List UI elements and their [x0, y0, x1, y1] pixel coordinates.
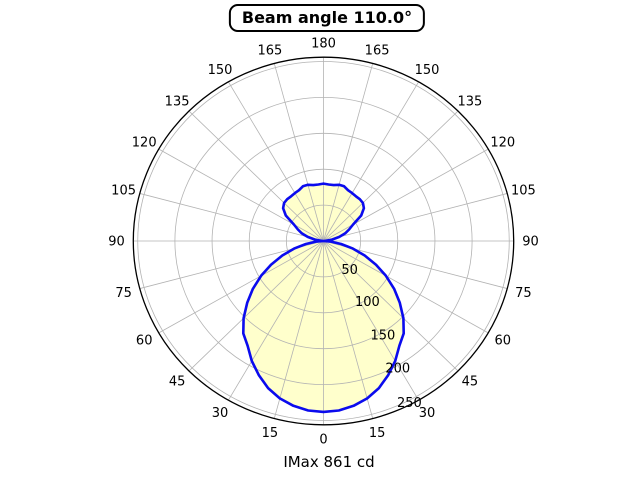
radial-tick-label: 150	[370, 328, 395, 343]
angle-tick-label: 105	[111, 183, 136, 198]
angle-tick-label: 75	[115, 286, 132, 301]
angle-tick-label: 75	[515, 286, 532, 301]
angle-tick-label: 150	[415, 63, 440, 78]
angle-tick-label: 120	[132, 136, 157, 151]
radial-tick-labels: 50 100 150 200 250	[341, 263, 421, 411]
chart-title: Beam angle 110.0°	[228, 4, 426, 32]
angle-tick-label: 135	[457, 95, 482, 110]
angle-tick-labels: 0 15 15 30 30 45 45 60 60 75 75 90 90 105 105 120 120 135…	[108, 37, 539, 448]
angle-tick-label: 165	[257, 43, 282, 58]
angle-tick-label: 120	[490, 136, 515, 151]
angle-tick-label: 30	[419, 406, 436, 421]
angle-tick-label: 90	[108, 235, 125, 250]
angle-tick-label: 135	[165, 95, 190, 110]
angle-tick-label: 60	[495, 334, 512, 349]
angle-tick-label: 150	[208, 63, 233, 78]
angle-tick-label: 105	[511, 183, 536, 198]
angle-tick-label: 15	[369, 426, 386, 441]
radial-tick-label: 250	[397, 396, 422, 411]
angle-tick-label: 180	[311, 37, 336, 52]
angle-tick-label: 45	[462, 375, 479, 390]
radial-tick-label: 100	[355, 295, 380, 310]
imax-label: IMax 861 cd	[283, 453, 375, 471]
angle-tick-label: 45	[169, 375, 186, 390]
polar-grid	[133, 57, 514, 425]
angle-tick-label: 15	[262, 426, 279, 441]
beam-curve	[242, 182, 405, 414]
angle-tick-label: 60	[136, 334, 153, 349]
angle-tick-label: 165	[365, 43, 390, 58]
angle-tick-label: 90	[522, 235, 539, 250]
radial-tick-label: 200	[385, 361, 410, 376]
polar-axis-boundary	[132, 56, 515, 426]
angle-tick-label: 0	[319, 433, 327, 448]
angle-tick-label: 30	[212, 406, 229, 421]
radial-tick-label: 50	[341, 263, 358, 278]
